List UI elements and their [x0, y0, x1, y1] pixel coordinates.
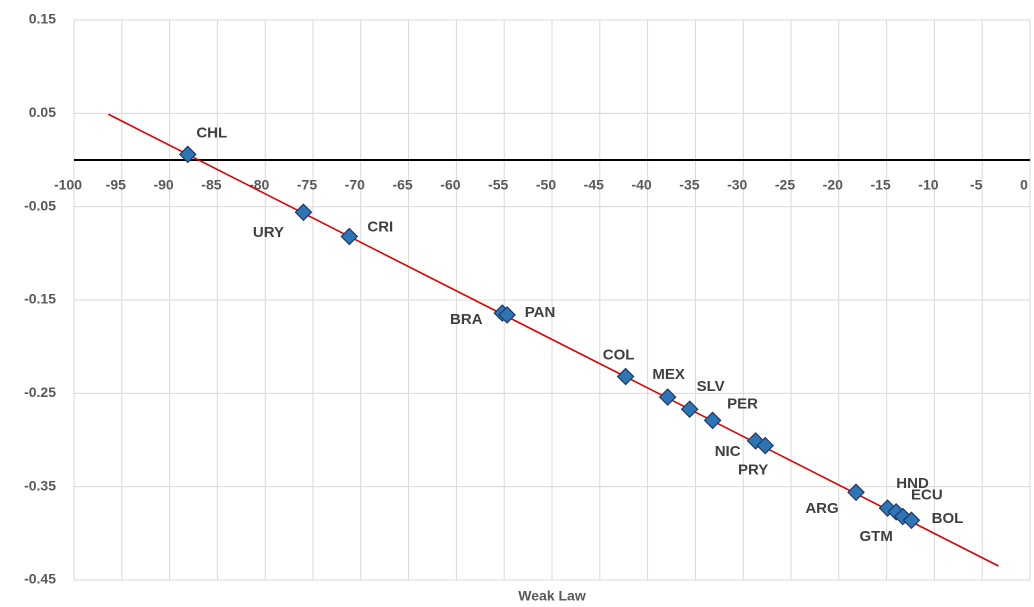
- x-tick-label: -50: [536, 177, 556, 193]
- data-point: [178, 145, 197, 164]
- data-point: [847, 483, 865, 502]
- data-point: [680, 400, 699, 419]
- point-label: PAN: [525, 304, 556, 321]
- point-label: ARG: [805, 500, 838, 517]
- point-label: PRY: [738, 462, 768, 479]
- x-tick-label: 0: [1020, 177, 1028, 193]
- x-tick-label: -5: [970, 177, 983, 193]
- x-tick-label: -85: [201, 177, 221, 193]
- y-tick-label: -0.45: [24, 571, 56, 587]
- point-label: HND: [896, 475, 929, 492]
- x-tick-label: -65: [392, 177, 412, 193]
- point-label: CHL: [196, 124, 227, 141]
- x-tick-label: -95: [106, 177, 126, 193]
- data-point: [703, 411, 722, 430]
- x-tick-label: -75: [297, 177, 317, 193]
- y-tick-label: -0.05: [24, 197, 56, 213]
- data-point: [294, 203, 313, 222]
- point-label: URY: [253, 224, 284, 241]
- x-tick-label: -70: [345, 177, 365, 193]
- data-point: [658, 388, 677, 406]
- x-tick-label: -25: [775, 177, 795, 193]
- point-label: BRA: [450, 311, 483, 328]
- point-label: BOL: [932, 510, 964, 527]
- point-label: SLV: [697, 378, 725, 395]
- x-tick-label: -15: [870, 177, 890, 193]
- y-tick-label: 0.05: [29, 104, 56, 120]
- y-tick-label: -0.25: [24, 384, 56, 400]
- x-tick-label: -45: [584, 177, 604, 193]
- point-label: CRI: [367, 219, 393, 236]
- x-axis-title: Weak Law: [518, 588, 586, 604]
- x-tick-label: -55: [488, 177, 508, 193]
- x-tick-label: -10: [918, 177, 938, 193]
- x-tick-label: -60: [440, 177, 460, 193]
- point-label: ECU: [911, 487, 943, 504]
- point-label: COL: [603, 347, 635, 364]
- data-point: [616, 367, 635, 386]
- x-tick-label: -90: [153, 177, 173, 193]
- y-tick-label: -0.35: [24, 477, 56, 493]
- point-label: PER: [727, 395, 758, 412]
- data-point: [340, 227, 359, 246]
- x-tick-label: -20: [823, 177, 843, 193]
- x-tick-label: -30: [727, 177, 747, 193]
- y-tick-label: 0.15: [29, 11, 56, 27]
- data-point: [902, 511, 921, 530]
- data-point: [498, 306, 516, 324]
- x-tick-label: -40: [631, 177, 651, 193]
- y-tick-label: -0.15: [24, 291, 56, 307]
- x-tick-label: -100: [54, 177, 82, 193]
- data-point: [756, 436, 775, 455]
- point-label: MEX: [652, 366, 685, 383]
- x-tick-label: -35: [679, 177, 699, 193]
- point-label: NIC: [715, 443, 741, 460]
- point-label: GTM: [859, 528, 892, 545]
